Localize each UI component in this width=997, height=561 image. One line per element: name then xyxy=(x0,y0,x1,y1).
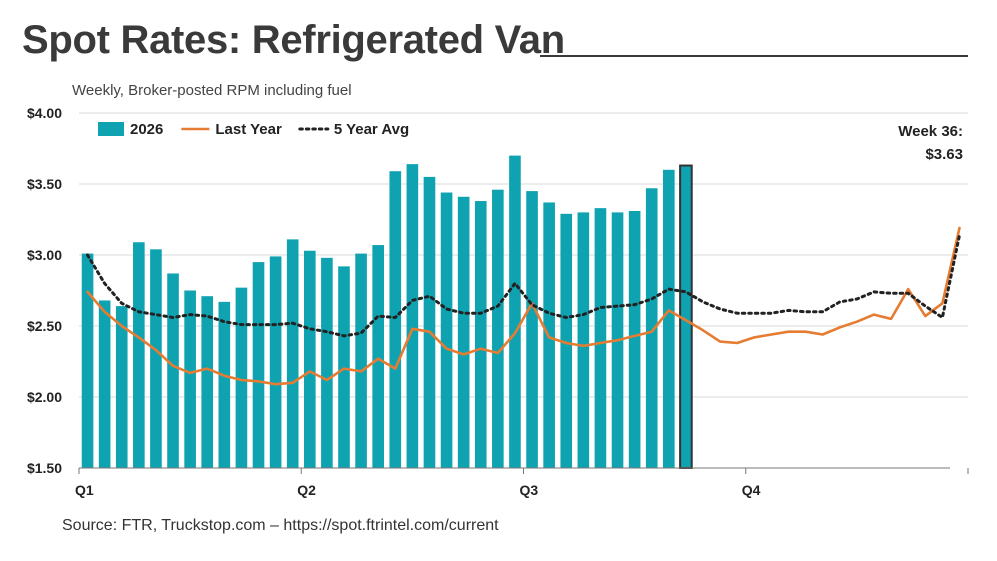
bar xyxy=(218,301,231,468)
bar xyxy=(286,239,299,468)
legend-label: Last Year xyxy=(215,121,282,138)
bar xyxy=(150,249,162,468)
legend-label: 2026 xyxy=(130,121,163,138)
bar xyxy=(423,176,436,468)
bar xyxy=(406,164,419,468)
bar xyxy=(474,201,487,469)
x-tick-label: Q1 xyxy=(75,482,94,498)
chart-subtitle: Weekly, Broker-posted RPM including fuel xyxy=(72,82,352,99)
legend: 2026 Last Year 5 Year Avg xyxy=(98,121,409,138)
chart-canvas: $1.50$2.00$2.50$3.00$3.50$4.00 Q1 Q2 Q3 Q4 … xyxy=(27,105,969,498)
chart-title: Spot Rates: Refrigerated Van xyxy=(22,18,565,62)
line-last-year xyxy=(86,226,961,386)
bar xyxy=(577,212,590,468)
y-tick-label: $3.00 xyxy=(27,247,62,263)
bar xyxy=(167,273,179,468)
title-underline xyxy=(540,55,968,57)
y-tick-label: $1.50 xyxy=(27,460,62,476)
bar xyxy=(269,256,282,468)
line-5-year-avg xyxy=(86,233,961,338)
y-tick-label: $4.00 xyxy=(27,105,62,121)
legend-label: 5 Year Avg xyxy=(334,121,409,138)
bar xyxy=(355,253,367,468)
line-series xyxy=(86,226,961,386)
y-tick-label: $2.00 xyxy=(27,389,62,405)
bar xyxy=(303,250,316,468)
bar xyxy=(372,245,384,468)
bar xyxy=(492,189,504,468)
bar xyxy=(457,196,470,468)
bar xyxy=(628,210,641,469)
bar xyxy=(184,290,196,468)
bar xyxy=(560,213,573,468)
bar xyxy=(509,155,521,468)
x-tick-label: Q3 xyxy=(520,482,539,498)
legend-swatch-2026 xyxy=(98,122,124,136)
bar xyxy=(133,242,145,468)
y-tick-label: $2.50 xyxy=(27,318,62,334)
bar xyxy=(115,306,128,468)
x-tick-label: Q2 xyxy=(297,482,316,498)
bar xyxy=(440,192,453,468)
bar-series-2026 xyxy=(81,155,693,469)
bar xyxy=(389,171,402,468)
bar xyxy=(338,266,350,468)
bar xyxy=(235,287,248,468)
bar xyxy=(526,191,538,468)
bar xyxy=(252,262,265,468)
source-note: Source: FTR, Truckstop.com – https://spo… xyxy=(62,517,499,534)
bar xyxy=(645,188,658,468)
annotation-line-1: Week 36: xyxy=(898,123,963,140)
bar xyxy=(663,169,675,469)
bar xyxy=(201,296,214,468)
x-axis: Q1 Q2 Q3 Q4 xyxy=(75,467,969,498)
y-axis: $1.50 $2.00 $2.50 $3.00 $3.50 $4.00 xyxy=(27,105,62,476)
x-tick-label: Q4 xyxy=(742,482,761,498)
bar xyxy=(98,300,111,468)
bar xyxy=(321,257,333,468)
bar xyxy=(594,208,607,468)
bar xyxy=(81,253,94,468)
annotation-line-2: $3.63 xyxy=(925,146,963,163)
y-tick-label: $3.50 xyxy=(27,176,62,192)
annotation: Week 36: $3.63 xyxy=(898,123,963,163)
